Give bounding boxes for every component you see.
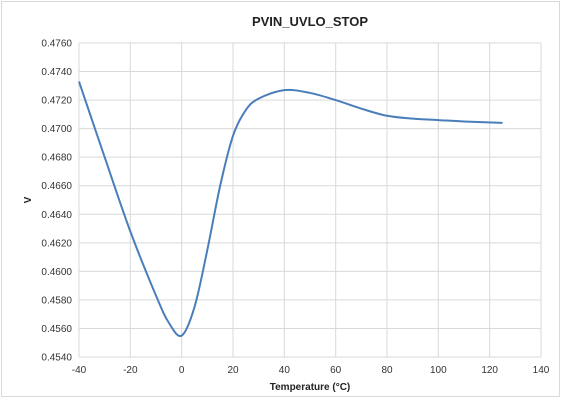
y-tick-label: 0.4700 [41, 124, 72, 135]
y-axis-ticks: 0.4540 0.4560 0.4580 0.4600 0.4620 0.4640 0.46… [41, 39, 72, 364]
y-tick-label: 0.4760 [41, 39, 72, 50]
x-axis-label: Temperature (°C) [270, 382, 351, 393]
x-tick-label: 40 [279, 365, 291, 376]
y-tick-label: 0.4640 [41, 210, 72, 221]
y-tick-label: 0.4680 [41, 153, 72, 164]
x-tick-label: 120 [481, 365, 498, 376]
x-axis-ticks: -40 -20 0 20 40 60 80 100 120 140 [72, 365, 550, 376]
x-tick-label: -40 [72, 365, 87, 376]
y-tick-label: 0.4720 [41, 96, 72, 107]
series-layer [78, 81, 503, 338]
x-tick-label: 80 [381, 365, 393, 376]
y-tick-label: 0.4540 [41, 353, 72, 364]
grid [78, 42, 542, 358]
x-tick-label: -20 [123, 365, 138, 376]
x-tick-label: 20 [227, 365, 239, 376]
series-line [78, 81, 503, 338]
x-tick-label: 0 [179, 365, 185, 376]
y-axis-label: V [23, 196, 34, 203]
y-tick-label: 0.4740 [41, 67, 72, 78]
y-tick-label: 0.4660 [41, 181, 72, 192]
y-tick-label: 0.4580 [41, 295, 72, 306]
x-tick-label: 140 [533, 365, 550, 376]
y-tick-label: 0.4620 [41, 238, 72, 249]
y-tick-label: 0.4600 [41, 267, 72, 278]
chart-title: PVIN_UVLO_STOP [252, 14, 368, 29]
x-tick-label: 60 [330, 365, 342, 376]
y-tick-label: 0.4560 [41, 324, 72, 335]
x-tick-label: 100 [430, 365, 447, 376]
